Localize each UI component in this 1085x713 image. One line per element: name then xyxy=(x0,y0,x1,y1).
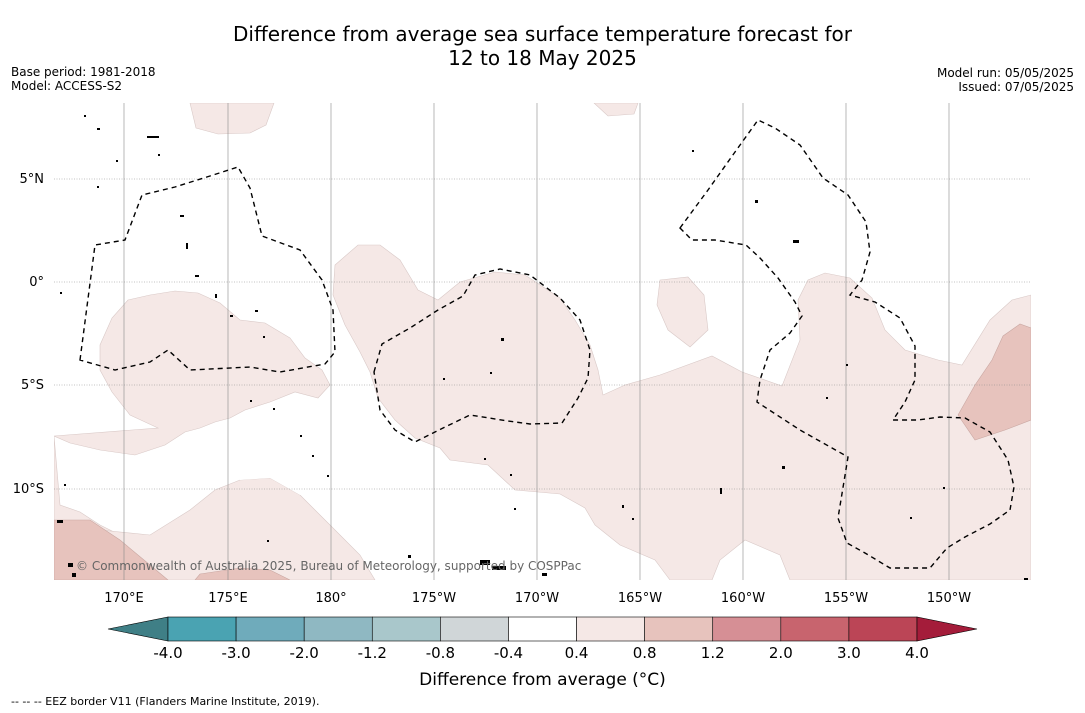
colorbar-arrow-low xyxy=(107,616,169,642)
base-period: Base period: 1981-2018 xyxy=(11,65,156,79)
model-name: Model: ACCESS-S2 xyxy=(11,79,123,93)
colorbar-segment xyxy=(712,616,782,642)
lon-label: 180° xyxy=(315,591,346,606)
longitude-labels: 170°E 175°E 180° 175°W 170°W 165°W 160°W… xyxy=(104,591,971,606)
run-info: Model run: 05/05/2025 Issued: 07/05/2025 xyxy=(937,66,1074,94)
colorbar-segment xyxy=(508,616,577,642)
lat-label: 0° xyxy=(29,275,44,290)
colorbar-tick-label: 2.0 xyxy=(768,644,793,662)
colorbar xyxy=(107,616,978,642)
colorbar-title: Difference from average (°C) xyxy=(419,670,666,690)
colorbar-tick-label: -0.8 xyxy=(425,644,455,662)
colorbar-tick-label: 0.8 xyxy=(632,644,657,662)
lon-label: 175°W xyxy=(412,591,456,606)
colorbar-segment xyxy=(576,616,645,642)
title-line-2: 12 to 18 May 2025 xyxy=(448,46,637,70)
model-run: Model run: 05/05/2025 xyxy=(936,66,1074,80)
colorbar-segment xyxy=(371,616,441,642)
lat-label: 10°S xyxy=(13,482,44,497)
eez-legend-note: -- -- -- EEZ border V11 (Flanders Marine… xyxy=(11,695,320,708)
lon-label: 165°W xyxy=(618,591,662,606)
eez-borders xyxy=(79,119,1015,569)
islands xyxy=(57,115,1028,580)
lon-label: 170°E xyxy=(104,591,144,606)
lon-label: 160°W xyxy=(721,591,765,606)
colorbar-segment xyxy=(167,616,237,642)
anomaly-0.4-0.8-region xyxy=(54,103,1031,580)
latitude-labels: 5°N 0° 5°S 10°S xyxy=(13,172,44,497)
lon-label: 170°W xyxy=(515,591,559,606)
colorbar-tick-label: 3.0 xyxy=(836,644,861,662)
copyright-notice: © Commonwealth of Australia 2025, Bureau… xyxy=(76,559,582,573)
anomaly-0.8-1.2-region xyxy=(54,323,1031,580)
colorbar-segment xyxy=(644,616,714,642)
lon-label: 150°W xyxy=(927,591,971,606)
colorbar-segment xyxy=(303,616,373,642)
lat-label: 5°S xyxy=(21,378,44,393)
colorbar-tick-label: -1.2 xyxy=(357,644,387,662)
colorbar-segment xyxy=(780,616,850,642)
lon-label: 175°E xyxy=(208,591,248,606)
colorbar-tick-label: -3.0 xyxy=(221,644,251,662)
colorbar-segment xyxy=(440,616,509,642)
colorbar-tick-label: -4.0 xyxy=(153,644,183,662)
colorbar-tick-label: 0.4 xyxy=(564,644,589,662)
map-plot-area xyxy=(54,103,1031,580)
colorbar-tick-label: 1.2 xyxy=(700,644,725,662)
colorbar-arrow-high xyxy=(916,616,978,642)
colorbar-tick-label: -0.4 xyxy=(493,644,524,662)
issued-date: Issued: 07/05/2025 xyxy=(958,80,1074,94)
colorbar-segment xyxy=(848,616,918,642)
map-grid xyxy=(54,103,1031,580)
model-info: Base period: 1981-2018 Model: ACCESS-S2 xyxy=(11,65,156,93)
lon-label: 155°W xyxy=(824,591,868,606)
colorbar-segment xyxy=(235,616,305,642)
lat-label: 5°N xyxy=(20,172,45,187)
colorbar-tick-label: 4.0 xyxy=(905,644,929,662)
map-title: Difference from average sea surface temp… xyxy=(0,22,1085,70)
title-line-1: Difference from average sea surface temp… xyxy=(232,22,852,46)
colorbar-tick-label: -2.0 xyxy=(289,644,319,662)
